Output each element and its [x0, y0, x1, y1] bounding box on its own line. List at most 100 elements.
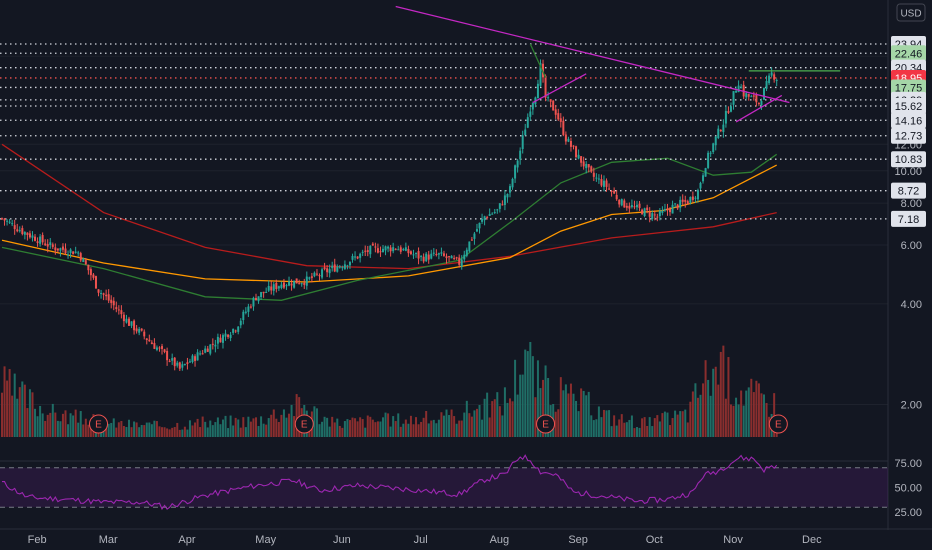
candle-body [153, 343, 156, 349]
candle-body [13, 225, 16, 230]
candle-body [422, 256, 425, 262]
candle-body [49, 242, 52, 246]
candle-body [133, 320, 136, 331]
volume-bar [69, 413, 72, 437]
candle-body [760, 101, 763, 106]
candle-body [354, 256, 357, 258]
candle-body [399, 247, 402, 252]
candle-body [641, 209, 644, 215]
volume-bar [28, 389, 31, 437]
volume-bar [293, 416, 296, 437]
volume-bar [524, 349, 527, 437]
candle-body [473, 233, 476, 239]
candle-body [544, 75, 547, 98]
moving-averages [1, 143, 778, 301]
candle-body [646, 207, 649, 211]
volume-bar [539, 388, 542, 437]
candle-body [130, 321, 133, 326]
candle-body [242, 311, 245, 321]
time-tick-label: Sep [568, 534, 588, 546]
volume-bar [402, 423, 405, 437]
volume-bar [671, 418, 674, 437]
candle-body [575, 146, 578, 158]
volume-bar [412, 424, 415, 437]
volume-bar [336, 418, 339, 437]
volume-bar [382, 417, 384, 437]
candle-body [404, 247, 407, 251]
candle-body [724, 110, 727, 124]
volume-bar [257, 426, 260, 437]
candle-body [679, 199, 682, 208]
volume-bar [643, 417, 646, 437]
candle-body [669, 209, 672, 213]
candle-body [102, 293, 105, 295]
volume-bar [470, 416, 473, 437]
volume-bar [526, 351, 529, 437]
volume-bar [750, 378, 753, 437]
volume-bar [600, 417, 603, 437]
trendline [395, 5, 790, 104]
candle-body [420, 256, 423, 258]
candle-body [163, 349, 166, 352]
candle-body [84, 260, 87, 265]
volume-bar [663, 411, 666, 437]
candle-body [338, 266, 341, 268]
candle-body [191, 355, 194, 363]
candle-body [417, 251, 420, 259]
volume-bar [676, 414, 679, 437]
volume-bar [56, 420, 59, 437]
volume-bar [31, 392, 34, 437]
candle-body [709, 152, 712, 154]
volume-bar [260, 416, 263, 437]
candle-body [138, 328, 141, 333]
candle-body [267, 285, 270, 291]
candle-body [407, 249, 410, 254]
price-level-tag-label: 14.16 [895, 115, 923, 127]
volume-bar [582, 390, 585, 437]
volume-bar [209, 420, 212, 437]
candle-body [331, 265, 334, 269]
volume-bar [765, 403, 768, 437]
volume-bars [1, 342, 778, 437]
candle-body [1, 218, 3, 220]
candle-body [526, 117, 529, 128]
candle-body [440, 252, 443, 254]
volume-bar [699, 394, 702, 437]
candle-body [171, 358, 174, 361]
time-axis[interactable]: Feb Mar Apr May Jun Jul Aug Sep Oct Nov Dec [0, 528, 932, 546]
currency-badge[interactable]: USD [896, 3, 926, 22]
volume-bar [265, 424, 268, 437]
candle-body [735, 90, 738, 93]
volume-bar [196, 418, 199, 437]
price-level-tag [891, 112, 926, 129]
volume-bar [544, 365, 547, 437]
volume-bar [282, 409, 285, 437]
candle-body [56, 248, 59, 251]
candle-body [569, 140, 572, 147]
price-level-tag [891, 210, 926, 227]
candle-body [348, 261, 351, 266]
candle-body [666, 208, 669, 211]
price-axis[interactable]: 2.004.006.008.0010.0012.0022.0023.9422.4… [891, 36, 926, 519]
rsi-tick-label: 50.00 [894, 482, 922, 494]
candle-body [638, 203, 641, 208]
candle-body [361, 251, 364, 253]
candle-body [704, 168, 707, 177]
volume-bar [13, 373, 16, 437]
candle-body [34, 236, 37, 241]
candle-body [285, 285, 288, 287]
candle-body [402, 249, 405, 251]
price-tick-label: 8.00 [901, 198, 922, 210]
price-level-tag [891, 151, 926, 168]
volume-bar [158, 426, 161, 437]
price-level-tag [891, 127, 926, 144]
volume-bar [681, 411, 684, 437]
volume-bar [348, 420, 351, 437]
time-tick-label: Aug [490, 534, 510, 546]
candle-body [775, 80, 778, 82]
candle-body [366, 250, 369, 253]
candle-body [196, 352, 199, 361]
candle-body [18, 230, 21, 232]
volume-bar [351, 417, 354, 437]
